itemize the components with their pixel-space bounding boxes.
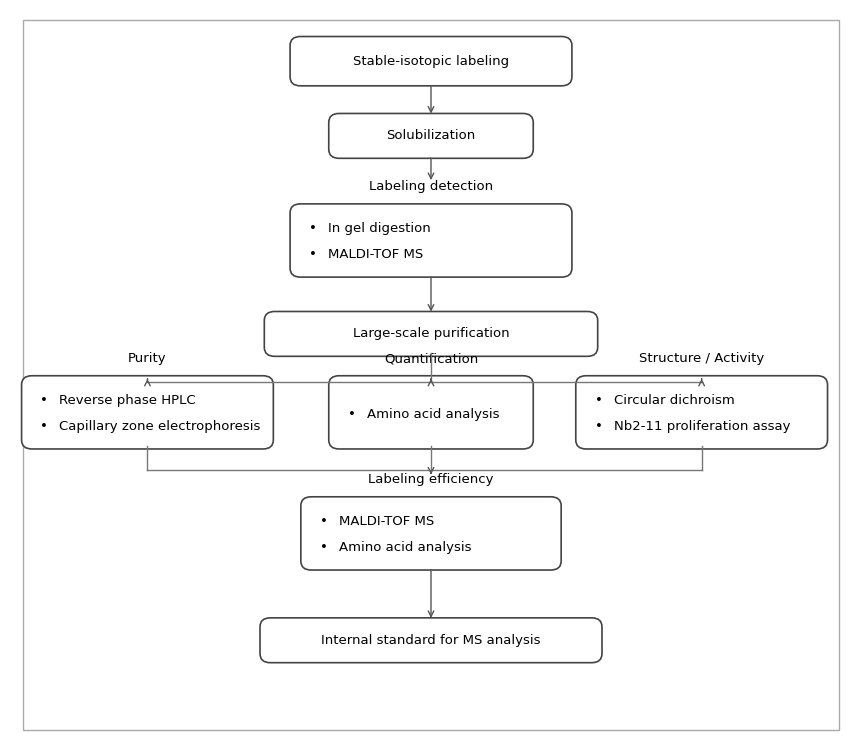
Text: •: • [594, 394, 602, 407]
Text: Amino acid analysis: Amino acid analysis [366, 408, 499, 421]
FancyBboxPatch shape [328, 113, 533, 158]
Text: Labeling detection: Labeling detection [369, 181, 492, 194]
Text: MALDI-TOF MS: MALDI-TOF MS [338, 515, 433, 528]
Text: Internal standard for MS analysis: Internal standard for MS analysis [321, 634, 540, 646]
Text: Quantification: Quantification [383, 352, 478, 365]
FancyBboxPatch shape [575, 376, 827, 449]
FancyBboxPatch shape [328, 376, 533, 449]
Text: Nb2-11 proliferation assay: Nb2-11 proliferation assay [613, 420, 790, 433]
Text: Large-scale purification: Large-scale purification [352, 328, 509, 340]
FancyBboxPatch shape [22, 376, 273, 449]
Text: •: • [347, 408, 355, 421]
Text: MALDI-TOF MS: MALDI-TOF MS [327, 248, 423, 261]
Text: Amino acid analysis: Amino acid analysis [338, 542, 471, 554]
Text: In gel digestion: In gel digestion [327, 222, 430, 236]
Text: •: • [308, 248, 317, 261]
Text: Structure / Activity: Structure / Activity [638, 352, 764, 365]
FancyBboxPatch shape [260, 618, 601, 663]
Text: •: • [308, 222, 317, 236]
FancyBboxPatch shape [300, 496, 561, 570]
FancyBboxPatch shape [290, 37, 571, 86]
Text: Stable-isotopic labeling: Stable-isotopic labeling [352, 55, 509, 68]
Text: Labeling efficiency: Labeling efficiency [368, 473, 493, 486]
FancyBboxPatch shape [264, 311, 597, 356]
Text: Purity: Purity [128, 352, 166, 365]
FancyBboxPatch shape [290, 204, 571, 277]
Text: •: • [40, 394, 48, 407]
Text: •: • [594, 420, 602, 433]
Text: •: • [319, 515, 327, 528]
Text: Reverse phase HPLC: Reverse phase HPLC [59, 394, 195, 407]
Text: Capillary zone electrophoresis: Capillary zone electrophoresis [59, 420, 261, 433]
Text: Solubilization: Solubilization [386, 130, 475, 142]
Text: •: • [40, 420, 48, 433]
Text: •: • [319, 542, 327, 554]
Text: Circular dichroism: Circular dichroism [613, 394, 734, 407]
